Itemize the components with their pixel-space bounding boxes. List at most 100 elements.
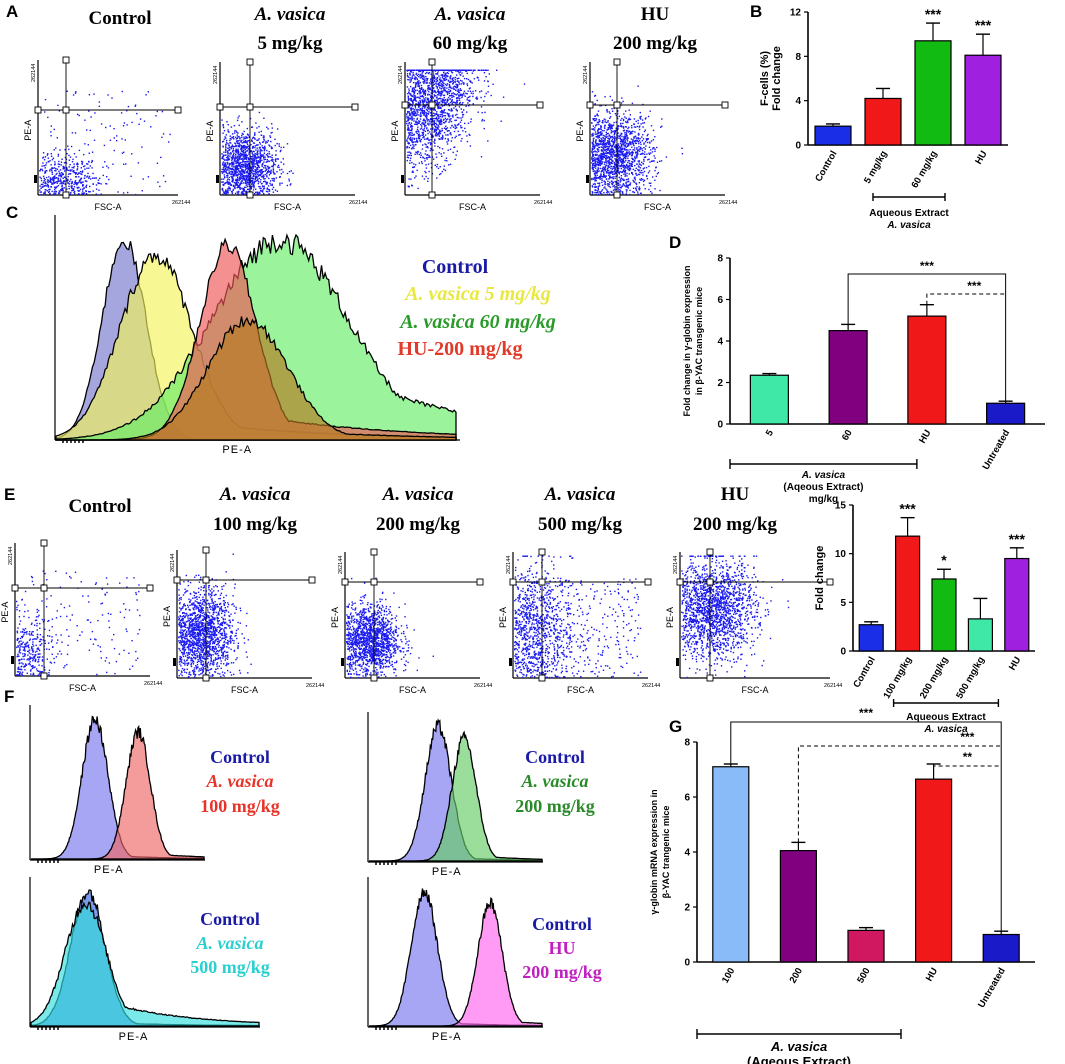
gate-handle xyxy=(40,584,48,592)
bar-G-2 xyxy=(779,850,818,963)
flow-y-max-tick: 262144 xyxy=(398,66,404,84)
y-tick-label: 0 xyxy=(684,958,690,969)
legend-f1-control: Control xyxy=(210,747,270,767)
gate-handle xyxy=(341,578,349,586)
gate-handle xyxy=(62,106,70,114)
hist-c-overlap xyxy=(56,316,457,441)
bar-D-4 xyxy=(986,402,1026,425)
bar-B-3 xyxy=(914,40,952,146)
significance-B-3: *** xyxy=(925,6,942,22)
flow-x-max-tick: 262144 xyxy=(306,683,324,689)
flow-x-label: FSC-A xyxy=(644,202,671,212)
legend-c-av5: A. vasica 5 mg/kg xyxy=(403,283,551,305)
flow-y-max-tick: 262144 xyxy=(8,547,14,565)
gate-handle xyxy=(706,548,714,556)
gate-handle xyxy=(370,548,378,556)
flow-y-max-tick: 262144 xyxy=(506,556,512,574)
flow-plot-4: FSC-A 262144 PE-A 262144 xyxy=(575,58,737,212)
y-tick-label: 4 xyxy=(717,337,723,348)
legend-f3-dose: 500 mg/kg xyxy=(190,957,270,977)
x-tick-label-B: 5 mg/kg xyxy=(862,149,890,186)
flow-plot-1: FSC-A 262144 PE-A 262144 xyxy=(23,56,190,212)
flow-y-label: PE-A xyxy=(498,607,508,628)
flow-plot-9: FSC-A 262144 PE-A 262144 xyxy=(665,548,842,695)
gate-handle xyxy=(706,578,714,586)
x-tick-label-E: 100 mg/kg xyxy=(881,655,914,701)
flow-dots xyxy=(39,90,171,196)
axis-marker xyxy=(509,658,512,666)
gate-handle xyxy=(536,101,544,109)
bar-D-2 xyxy=(828,330,868,425)
flow-y-label: PE-A xyxy=(665,607,675,628)
flow-x-label: FSC-A xyxy=(69,683,96,693)
flow-y-label: PE-A xyxy=(575,121,585,142)
bar-G-3 xyxy=(847,929,885,963)
legend-f4-dose: 200 mg/kg xyxy=(522,962,602,982)
hist-x-label: PE-A xyxy=(119,1031,149,1043)
hist-f3-treated xyxy=(30,901,260,1027)
panel-a-title-2-line1: A. vasica xyxy=(254,4,326,25)
hist-x-label: PE-A xyxy=(94,864,124,876)
flow-dots xyxy=(406,69,526,190)
group-label-2: (Aqeous Extract) xyxy=(747,1054,851,1064)
gate-handle xyxy=(586,101,594,109)
gate-handle xyxy=(246,191,254,199)
y-tick-label: 8 xyxy=(717,254,723,265)
y-tick-label: 15 xyxy=(835,501,847,512)
bar-E-3 xyxy=(931,578,957,652)
group-label-1: A. vasica xyxy=(770,1039,827,1054)
panel-f-histograms: PE-A PE-A PE-A PE-A xyxy=(29,705,543,1043)
flow-y-max-tick: 262144 xyxy=(583,66,589,84)
flow-x-max-tick: 262144 xyxy=(172,200,190,206)
panel-label-g: G xyxy=(669,717,682,736)
legend-f3-treat: A. vasica xyxy=(196,933,264,953)
gate-handle xyxy=(246,58,254,66)
panel-a-title-1: Control xyxy=(89,8,152,29)
panel-e-title-2-line2: 100 mg/kg xyxy=(213,514,297,535)
bar-B-2 xyxy=(864,97,902,146)
gate-handle xyxy=(202,546,210,554)
y-tick-label: 8 xyxy=(684,738,690,749)
x-tick-label-D: HU xyxy=(917,428,933,446)
x-tick-label-G: HU xyxy=(924,966,940,984)
x-tick-label-G: 200 xyxy=(788,966,805,985)
panel-label-e: E xyxy=(4,485,15,504)
flow-plot-8: FSC-A 262144 PE-A 262144 xyxy=(498,548,660,695)
comparison-label-1: *** xyxy=(859,706,873,720)
gate-handle xyxy=(34,106,42,114)
gate-handle xyxy=(174,106,182,114)
flow-plot-3: FSC-A 262144 PE-A 262144 xyxy=(390,58,552,212)
y-label-B-2: Fold change xyxy=(771,46,783,111)
comparison-label-3: ** xyxy=(963,750,973,764)
histogram-c-frame: PE-A xyxy=(54,215,460,456)
flow-plot-5: FSC-A 262144 PE-A 262144 xyxy=(0,539,162,693)
y-label-D-1: Fold change in γ-globin expression xyxy=(682,265,692,416)
x-tick-label-B: HU xyxy=(973,149,989,167)
legend-f3-control: Control xyxy=(200,909,260,929)
y-tick-label: 6 xyxy=(717,295,723,306)
gate-handle xyxy=(538,578,546,586)
y-tick-label: 2 xyxy=(684,903,690,914)
axis-marker xyxy=(34,175,37,183)
y-tick-label: 0 xyxy=(840,647,846,658)
flow-x-label: FSC-A xyxy=(742,685,769,695)
x-tick-label-E: 500 mg/kg xyxy=(954,655,987,701)
x-tick-label-G: 100 xyxy=(720,966,737,985)
gate-handle xyxy=(216,103,224,111)
panel-f-legends: Control A. vasica 100 mg/kg Control A. v… xyxy=(190,747,602,982)
significance-E-2: *** xyxy=(899,501,916,517)
bar-D-3 xyxy=(907,315,947,425)
axis-marker xyxy=(11,656,14,664)
group-label-2: A. vasica xyxy=(886,220,931,231)
x-tick-label-E: 200 mg/kg xyxy=(918,655,951,701)
comparison-line-2 xyxy=(797,745,1002,843)
gate-handle xyxy=(721,101,729,109)
gate-handle xyxy=(246,103,254,111)
flow-x-max-tick: 262144 xyxy=(349,200,367,206)
bar-B-4 xyxy=(964,54,1002,146)
gate-handle xyxy=(428,58,436,66)
comparison-line-2 xyxy=(926,293,1006,305)
flow-x-label: FSC-A xyxy=(95,202,122,212)
